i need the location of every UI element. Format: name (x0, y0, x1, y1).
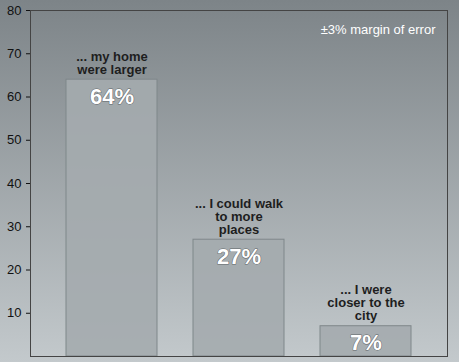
svg-text:40: 40 (7, 176, 21, 191)
svg-text:20: 20 (7, 262, 21, 277)
svg-text:10: 10 (7, 305, 21, 320)
svg-text:... I werecloser to thecity: ... I werecloser to thecity (327, 282, 404, 323)
svg-text:50: 50 (7, 132, 21, 147)
svg-text:27%: 27% (217, 244, 261, 269)
svg-text:±3% margin of error: ±3% margin of error (321, 22, 436, 37)
svg-text:60: 60 (7, 89, 21, 104)
svg-text:... my homewere larger: ... my homewere larger (76, 49, 148, 77)
svg-text:30: 30 (7, 219, 21, 234)
svg-text:70: 70 (7, 46, 21, 61)
svg-text:... I could walkto moreplaces: ... I could walkto moreplaces (195, 196, 284, 237)
svg-text:80: 80 (7, 3, 21, 18)
svg-text:64%: 64% (90, 84, 134, 109)
svg-text:7%: 7% (350, 330, 382, 355)
